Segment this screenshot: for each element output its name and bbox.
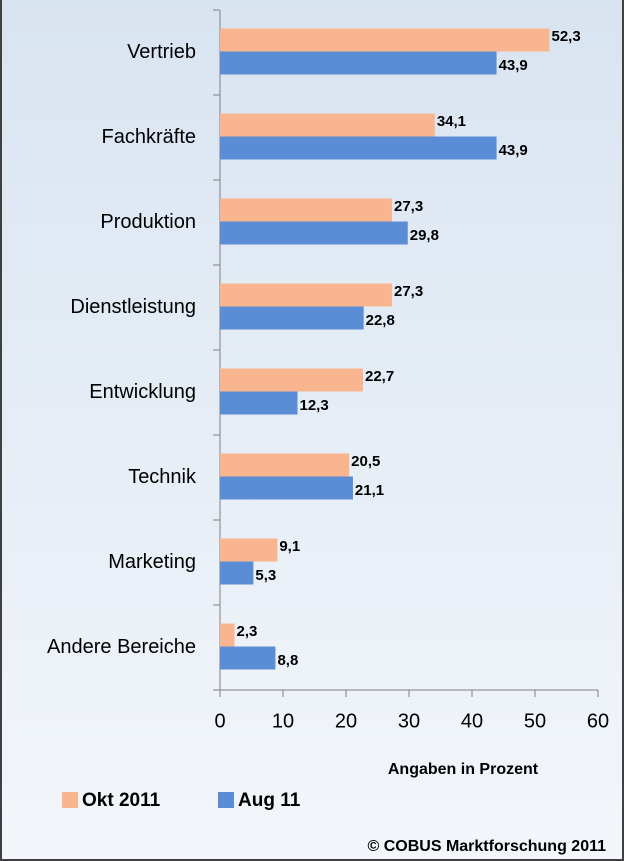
bar	[220, 476, 353, 500]
value-label: 43,9	[499, 142, 528, 159]
value-label: 52,3	[551, 28, 580, 45]
bar	[220, 538, 278, 562]
bar	[220, 646, 276, 670]
value-label: 27,3	[394, 283, 423, 300]
bar	[220, 453, 350, 477]
legend-label: Okt 2011	[82, 790, 161, 811]
category-label: Produktion	[100, 211, 196, 233]
category-label: Dienstleistung	[70, 296, 196, 318]
source-note: © COBUS Marktforschung 2011	[367, 838, 606, 855]
x-tick-label: 10	[272, 710, 294, 732]
bar	[220, 136, 497, 160]
category-label: Entwicklung	[89, 381, 196, 403]
value-label: 27,3	[394, 198, 423, 215]
legend-swatch	[218, 792, 234, 808]
bar	[220, 561, 254, 585]
value-label: 9,1	[279, 538, 300, 555]
category-label: Andere Bereiche	[47, 636, 196, 658]
bar	[220, 623, 235, 647]
bar	[220, 283, 392, 307]
x-tick-label: 60	[587, 710, 609, 732]
value-label: 43,9	[499, 57, 528, 74]
bar	[220, 391, 298, 415]
bar	[220, 221, 408, 245]
x-axis-label: Angaben in Prozent	[388, 761, 539, 778]
x-tick-label: 30	[398, 710, 420, 732]
category-label: Technik	[128, 466, 197, 488]
value-label: 22,8	[366, 312, 395, 329]
x-tick-label: 50	[524, 710, 546, 732]
legend-label: Aug 11	[238, 790, 301, 811]
legend-swatch	[62, 792, 78, 808]
value-label: 21,1	[355, 482, 384, 499]
value-label: 34,1	[437, 113, 466, 130]
bar	[220, 306, 364, 330]
value-label: 22,7	[365, 368, 394, 385]
category-label: Marketing	[108, 551, 196, 573]
bar	[220, 113, 435, 137]
value-label: 5,3	[255, 567, 276, 584]
value-label: 20,5	[351, 453, 380, 470]
x-tick-label: 40	[461, 710, 483, 732]
x-tick-label: 20	[335, 710, 357, 732]
x-tick-label: 0	[214, 710, 225, 732]
value-label: 12,3	[299, 397, 328, 414]
value-label: 29,8	[410, 227, 439, 244]
bar	[220, 51, 497, 75]
bar	[220, 368, 364, 392]
value-label: 2,3	[236, 623, 257, 640]
bar	[220, 28, 550, 52]
category-label: Vertrieb	[127, 41, 196, 63]
value-label: 8,8	[277, 652, 298, 669]
bar	[220, 198, 392, 222]
category-label: Fachkräfte	[102, 126, 196, 148]
